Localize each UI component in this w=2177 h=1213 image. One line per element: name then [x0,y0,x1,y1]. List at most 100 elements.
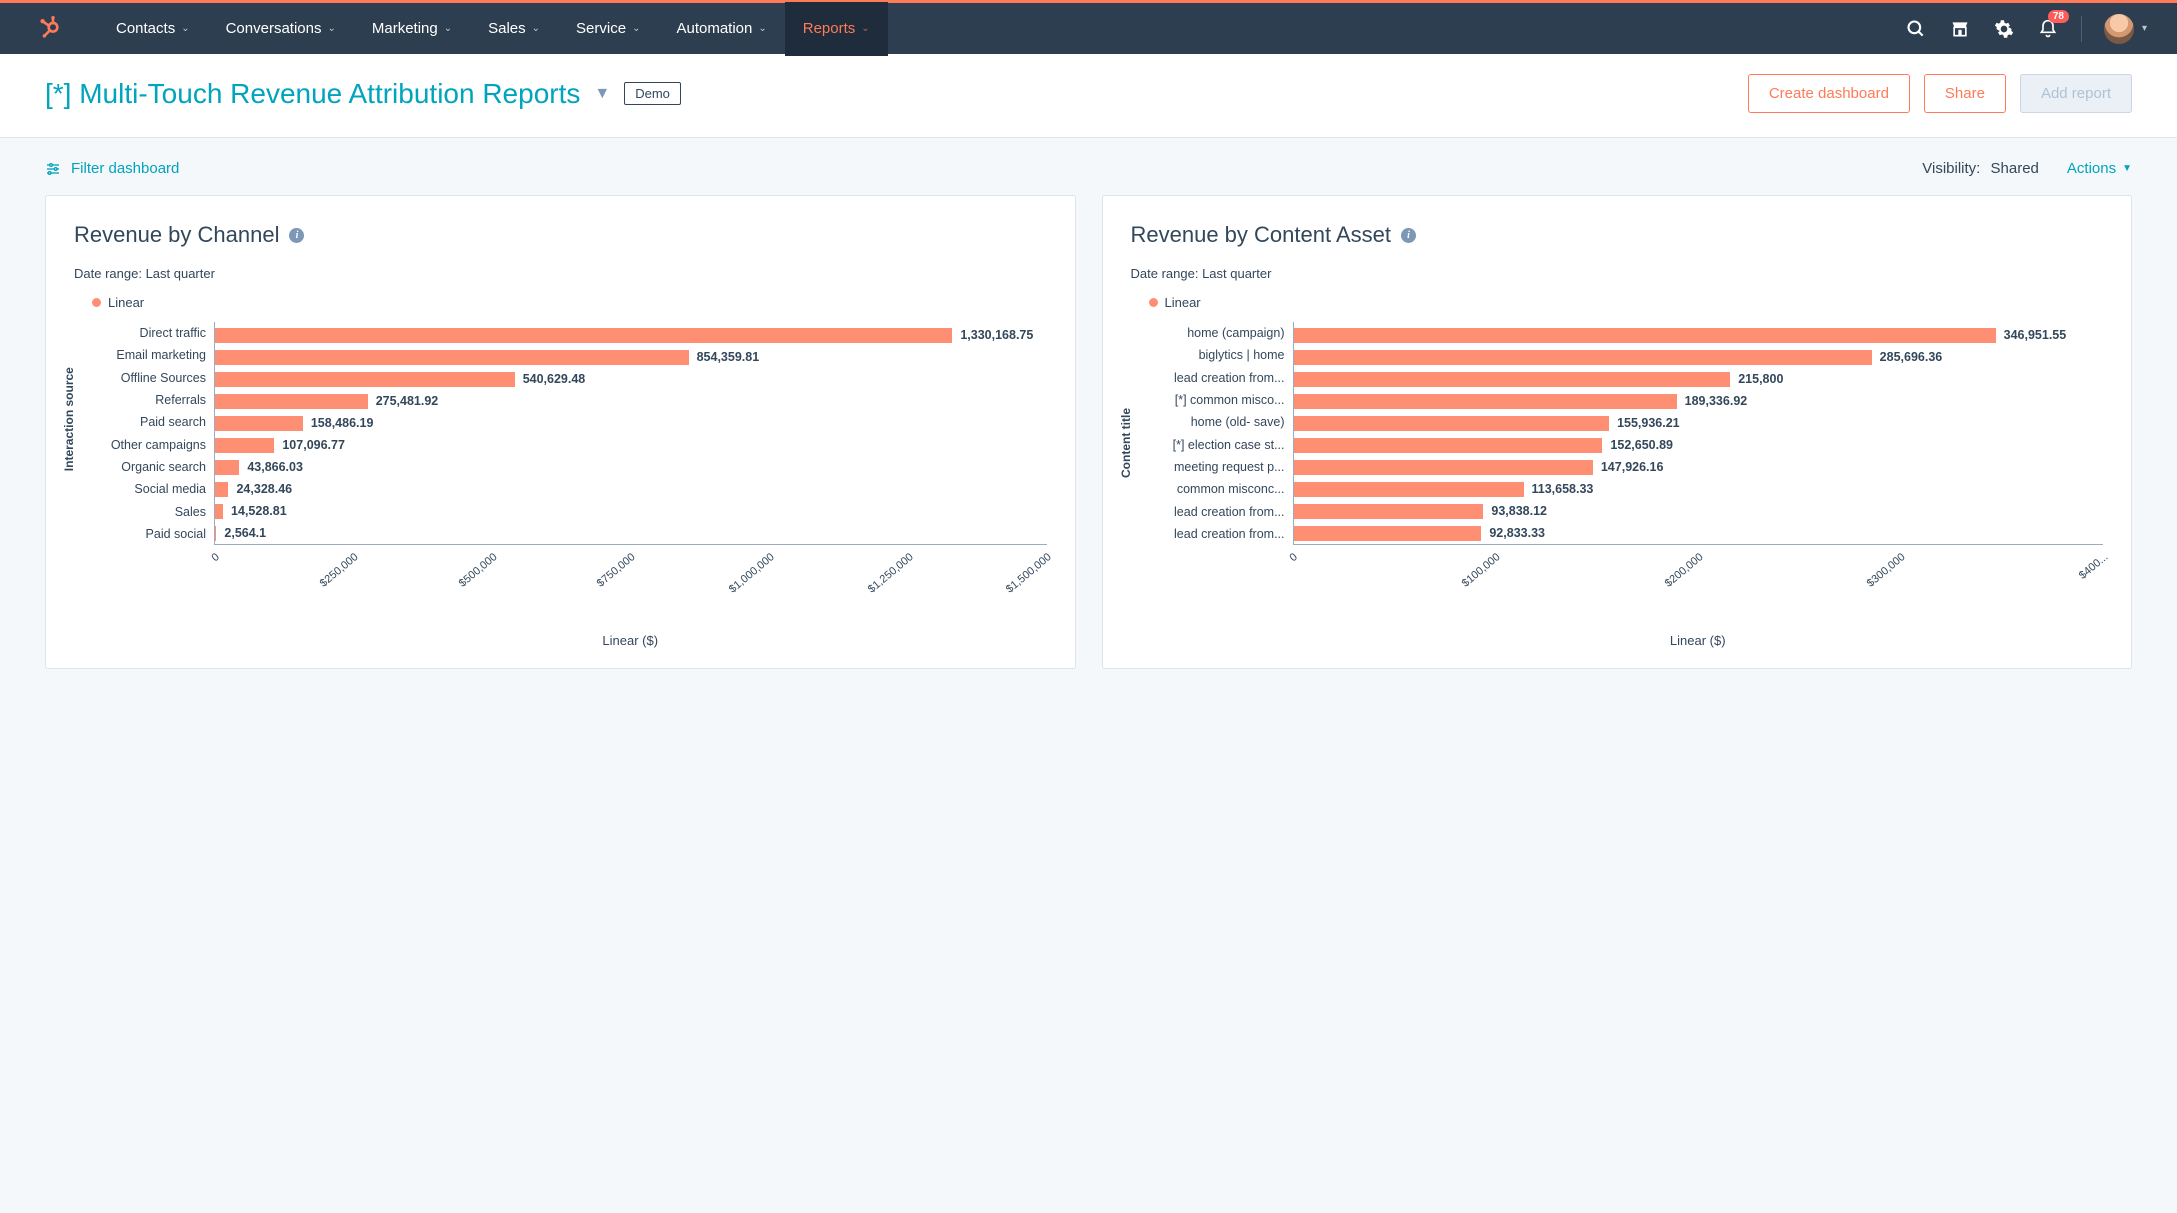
bar-value-label: 43,866.03 [247,460,303,474]
search-icon[interactable] [1905,18,1927,40]
y-label: [*] election case st... [1153,434,1285,456]
nav-item-automation[interactable]: Automation⌄ [658,2,784,56]
bar-value-label: 215,800 [1738,372,1783,386]
nav-label: Conversations [226,20,322,37]
nav-item-contacts[interactable]: Contacts⌄ [98,2,208,56]
bar[interactable] [215,482,228,497]
bar-row: 285,696.36 [1294,346,2104,368]
bar[interactable] [1294,328,1996,343]
notification-count-badge: 78 [2048,10,2069,23]
bar-row: 113,658.33 [1294,478,2104,500]
y-axis-labels: Direct trafficEmail marketingOffline Sou… [96,322,214,545]
y-axis-title: Interaction source [62,367,76,471]
bar[interactable] [215,394,368,409]
y-label: Social media [96,478,206,500]
x-tick: 0 [1288,551,1300,564]
bar[interactable] [215,350,689,365]
nav-items: Contacts⌄Conversations⌄Marketing⌄Sales⌄S… [98,2,888,56]
chevron-down-icon: ▼ [594,85,610,103]
share-button[interactable]: Share [1924,74,2006,113]
bar-value-label: 147,926.16 [1601,460,1664,474]
add-report-button: Add report [2020,74,2132,113]
chart: Interaction sourceDirect trafficEmail ma… [74,322,1047,648]
bar[interactable] [215,372,515,387]
bar[interactable] [1294,350,1872,365]
nav-item-sales[interactable]: Sales⌄ [470,2,558,56]
bar-value-label: 1,330,168.75 [960,328,1033,342]
settings-gear-icon[interactable] [1993,18,2015,40]
y-label: [*] common misco... [1153,389,1285,411]
bar[interactable] [1294,394,1677,409]
bars-area: 1,330,168.75854,359.81540,629.48275,481.… [214,322,1047,545]
info-icon[interactable]: i [1401,228,1416,243]
x-tick: $500,000 [456,551,499,590]
bar[interactable] [1294,438,1603,453]
bar-value-label: 113,658.33 [1532,482,1594,496]
visibility: Visibility: Shared [1922,160,2039,177]
top-nav: Contacts⌄Conversations⌄Marketing⌄Sales⌄S… [0,0,2177,54]
bar-row: 152,650.89 [1294,434,2104,456]
bar-row: 1,330,168.75 [215,324,1047,346]
info-icon[interactable]: i [289,228,304,243]
bars-area: 346,951.55285,696.36215,800189,336.92155… [1293,322,2104,545]
chevron-down-icon: ⌄ [861,23,869,34]
bar-row: 189,336.92 [1294,390,2104,412]
y-label: meeting request p... [1153,456,1285,478]
bar[interactable] [1294,372,1731,387]
bar[interactable] [215,416,303,431]
y-label: Paid social [96,523,206,545]
bar-value-label: 346,951.55 [2004,328,2067,342]
dashboard-grid: Revenue by ChanneliDate range: Last quar… [0,195,2177,699]
bar[interactable] [215,460,239,475]
y-axis-labels: home (campaign)biglytics | homelead crea… [1153,322,1293,545]
x-tick: $200,000 [1663,551,1706,590]
x-tick: $400... [2077,551,2110,582]
nav-label: Marketing [372,20,438,37]
chevron-down-icon: ⌄ [532,23,540,34]
nav-label: Reports [803,20,856,37]
bar[interactable] [1294,460,1593,475]
dashboard-title: [*] Multi-Touch Revenue Attribution Repo… [45,78,580,110]
y-label: Offline Sources [96,367,206,389]
nav-item-service[interactable]: Service⌄ [558,2,658,56]
bar-value-label: 92,833.33 [1489,526,1545,540]
page-header: [*] Multi-Touch Revenue Attribution Repo… [0,54,2177,138]
chevron-down-icon: ⌄ [181,23,189,34]
chevron-down-icon: ▼ [2122,163,2132,174]
bar[interactable] [1294,416,1610,431]
chevron-down-icon: ⌄ [327,23,335,34]
nav-item-marketing[interactable]: Marketing⌄ [354,2,470,56]
y-label: home (old- save) [1153,411,1285,433]
hubspot-logo-icon[interactable] [40,15,68,43]
marketplace-icon[interactable] [1949,18,1971,40]
nav-item-reports[interactable]: Reports ⌄ [785,2,888,56]
actions-dropdown[interactable]: Actions ▼ [2067,160,2132,177]
bar-value-label: 854,359.81 [697,350,760,364]
bar-row: 540,629.48 [215,368,1047,390]
bar[interactable] [215,328,952,343]
account-menu[interactable]: ▾ [2104,14,2147,44]
bar-row: 107,096.77 [215,434,1047,456]
filter-dashboard-link[interactable]: Filter dashboard [45,160,179,177]
chevron-down-icon: ⌄ [758,23,766,34]
nav-item-conversations[interactable]: Conversations ⌄ [208,2,354,56]
dashboard-title-dropdown[interactable]: [*] Multi-Touch Revenue Attribution Repo… [45,78,610,110]
notifications-icon[interactable]: 78 [2037,18,2059,40]
report-title: Revenue by Channeli [74,222,1047,248]
bar[interactable] [1294,504,1484,519]
bar[interactable] [215,438,274,453]
bar-value-label: 24,328.46 [236,482,292,496]
bar[interactable] [215,526,216,541]
bar[interactable] [1294,526,1482,541]
bar[interactable] [1294,482,1524,497]
create-dashboard-button[interactable]: Create dashboard [1748,74,1910,113]
x-tick: $1,000,000 [727,551,777,596]
bar-value-label: 158,486.19 [311,416,374,430]
bar-row: 2,564.1 [215,522,1047,544]
bar[interactable] [215,504,223,519]
bar-value-label: 93,838.12 [1491,504,1547,518]
divider [2081,16,2082,42]
bar-row: 43,866.03 [215,456,1047,478]
demo-badge: Demo [624,82,681,105]
y-label: lead creation from... [1153,501,1285,523]
